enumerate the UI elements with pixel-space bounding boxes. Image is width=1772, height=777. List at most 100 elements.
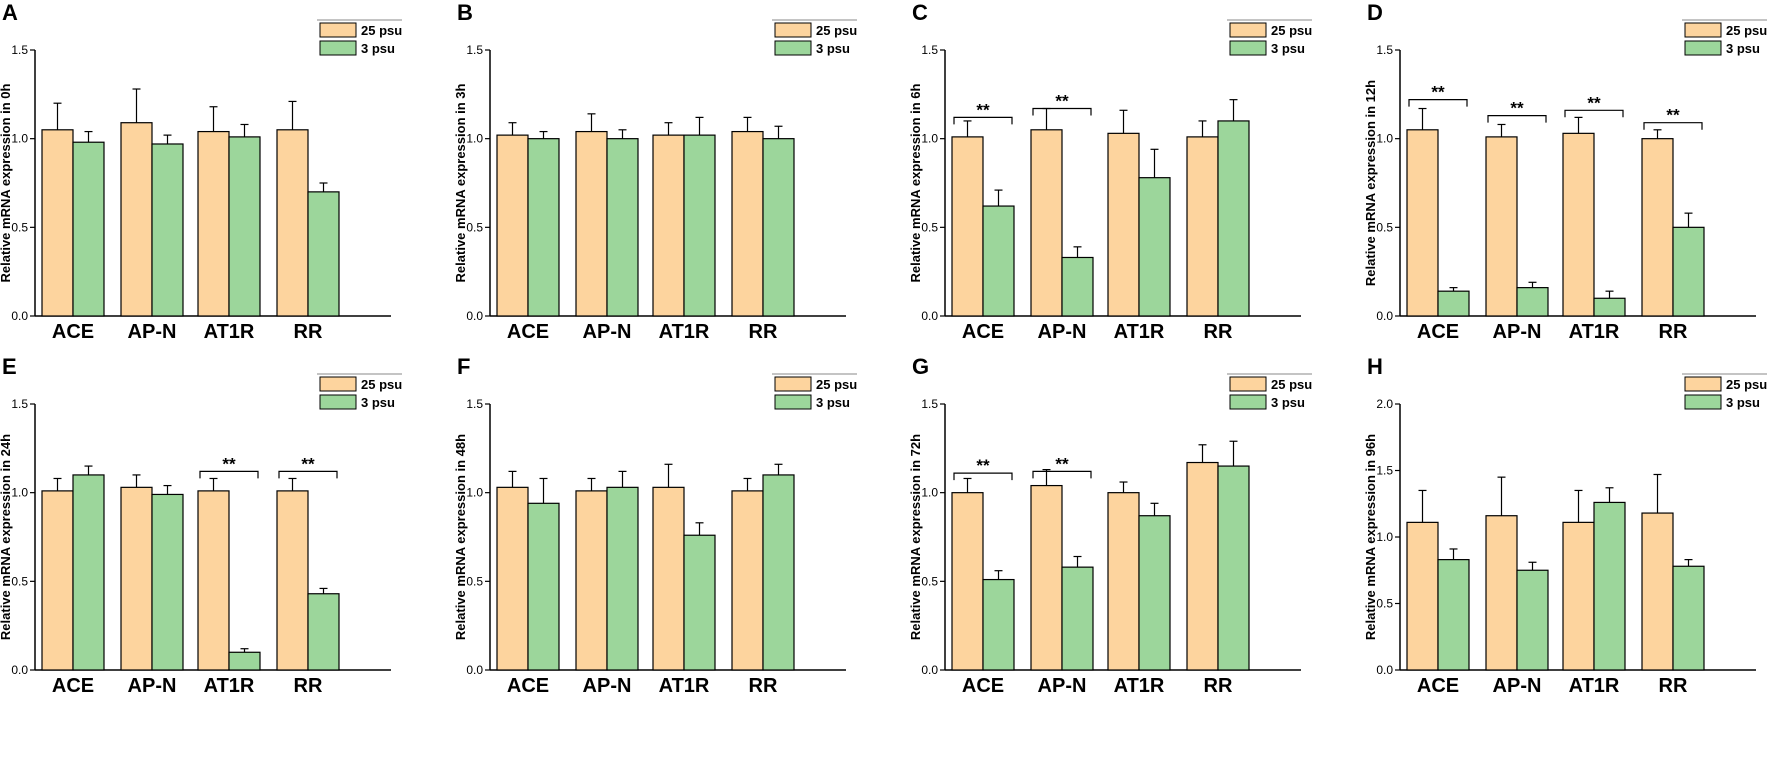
significance-bracket (1564, 109, 1624, 118)
bar-3psu (1217, 465, 1250, 671)
x-tick-label: RR (1204, 675, 1233, 697)
bar-3psu (307, 191, 340, 317)
bar-3psu (527, 502, 560, 671)
y-tick-label: 0.5 (11, 220, 28, 234)
significance-label: ** (1510, 99, 1524, 118)
legend-label: 25 psu (361, 377, 402, 392)
panel-letter: E (2, 354, 17, 379)
bar-3psu (1672, 226, 1705, 317)
y-tick-label: 1.5 (466, 397, 483, 411)
bar-25psu (1406, 521, 1439, 671)
significance-bracket (1032, 107, 1092, 116)
x-tick-label: AP-N (128, 675, 177, 697)
legend-label: 25 psu (1271, 23, 1312, 38)
significance-label: ** (222, 454, 236, 473)
x-tick-label: ACE (1417, 321, 1459, 343)
bar-25psu (1107, 492, 1140, 671)
bar-25psu (120, 122, 153, 317)
y-tick-label: 1.5 (11, 397, 28, 411)
y-tick-label: 1.5 (921, 397, 938, 411)
y-tick-label: 0.5 (921, 220, 938, 234)
legend-label: 25 psu (816, 23, 857, 38)
legend-label: 25 psu (1726, 23, 1767, 38)
bar-3psu (1437, 290, 1470, 317)
legend-label: 25 psu (1726, 377, 1767, 392)
x-tick-label: AP-N (128, 321, 177, 343)
legend-swatch (319, 394, 357, 410)
panel-g: G Relative mRNA expression in 72h 0.0 0.5 1.… (908, 354, 1312, 697)
y-axis-label: Relative mRNA expression in 24h (0, 434, 13, 640)
x-tick-label: AP-N (1038, 675, 1087, 697)
bar-25psu (731, 490, 764, 671)
bar-25psu (120, 486, 153, 671)
x-tick-label: ACE (507, 321, 549, 343)
bar-25psu (41, 129, 74, 317)
bar-3psu (606, 486, 639, 671)
y-tick-label: 0.0 (11, 309, 28, 323)
bar-25psu (1406, 129, 1439, 317)
x-tick-label: AP-N (583, 321, 632, 343)
y-axis-label: Relative mRNA expression in 48h (453, 434, 468, 640)
bar-3psu (151, 493, 184, 671)
x-tick-label: AT1R (659, 321, 710, 343)
panel-letter: D (1367, 0, 1383, 25)
y-axis-label: Relative mRNA expression in 12h (1363, 80, 1378, 286)
y-tick-label: 0.0 (1376, 663, 1393, 677)
panel-letter: H (1367, 354, 1383, 379)
bar-25psu (951, 492, 984, 671)
bar-3psu (1593, 501, 1626, 671)
bar-3psu (527, 138, 560, 317)
x-tick-label: AT1R (204, 321, 255, 343)
significance-bracket (1408, 99, 1468, 107)
bar-3psu (1516, 287, 1549, 317)
x-tick-label: AT1R (1569, 675, 1620, 697)
y-tick-label: 0.5 (921, 574, 938, 588)
legend-label: 25 psu (816, 377, 857, 392)
bar-3psu (762, 474, 795, 671)
legend-swatch (774, 22, 812, 38)
legend-label: 25 psu (1271, 377, 1312, 392)
bar-25psu (1562, 521, 1595, 671)
bar-25psu (575, 130, 608, 317)
significance-label: ** (1431, 83, 1445, 102)
y-tick-label: 1.5 (1376, 464, 1393, 478)
legend-swatch (1684, 22, 1722, 38)
panel-letter: B (457, 0, 473, 25)
y-tick-label: 1.5 (921, 43, 938, 57)
bar-3psu (1516, 569, 1549, 671)
y-axis-label: Relative mRNA expression in 96h (1363, 434, 1378, 640)
x-tick-label: AT1R (1114, 321, 1165, 343)
significance-label: ** (301, 454, 315, 473)
bar-3psu (683, 534, 716, 671)
legend-label: 3 psu (1271, 41, 1305, 56)
bar-25psu (1107, 132, 1140, 317)
panel-e: E Relative mRNA expression in 24h 0.0 0.5 1.… (0, 354, 402, 697)
legend-swatch (774, 376, 812, 392)
bar-3psu (1061, 256, 1094, 317)
y-tick-label: 2.0 (1376, 397, 1393, 411)
x-tick-label: AP-N (1038, 321, 1087, 343)
panel-c: C Relative mRNA expression in 6h 0.0 0.5 1.0… (908, 0, 1312, 343)
y-tick-label: 0.0 (921, 309, 938, 323)
y-tick-label: 1.0 (921, 132, 938, 146)
bar-25psu (41, 490, 74, 671)
bar-25psu (1030, 484, 1063, 671)
bar-3psu (1217, 120, 1250, 317)
significance-bracket (953, 472, 1013, 481)
legend-label: 3 psu (1726, 41, 1760, 56)
x-tick-label: RR (749, 321, 778, 343)
x-tick-label: AP-N (1493, 321, 1542, 343)
legend-label: 3 psu (361, 41, 395, 56)
bar-25psu (1641, 512, 1674, 671)
y-tick-label: 0.5 (466, 574, 483, 588)
significance-bracket (1032, 470, 1092, 479)
x-tick-label: RR (294, 321, 323, 343)
y-tick-label: 1.0 (466, 486, 483, 500)
bar-25psu (575, 490, 608, 671)
x-tick-label: AT1R (204, 675, 255, 697)
significance-bracket (1643, 122, 1703, 130)
legend-swatch (1684, 394, 1722, 410)
legend-swatch (1229, 394, 1267, 410)
significance-bracket (278, 470, 338, 479)
